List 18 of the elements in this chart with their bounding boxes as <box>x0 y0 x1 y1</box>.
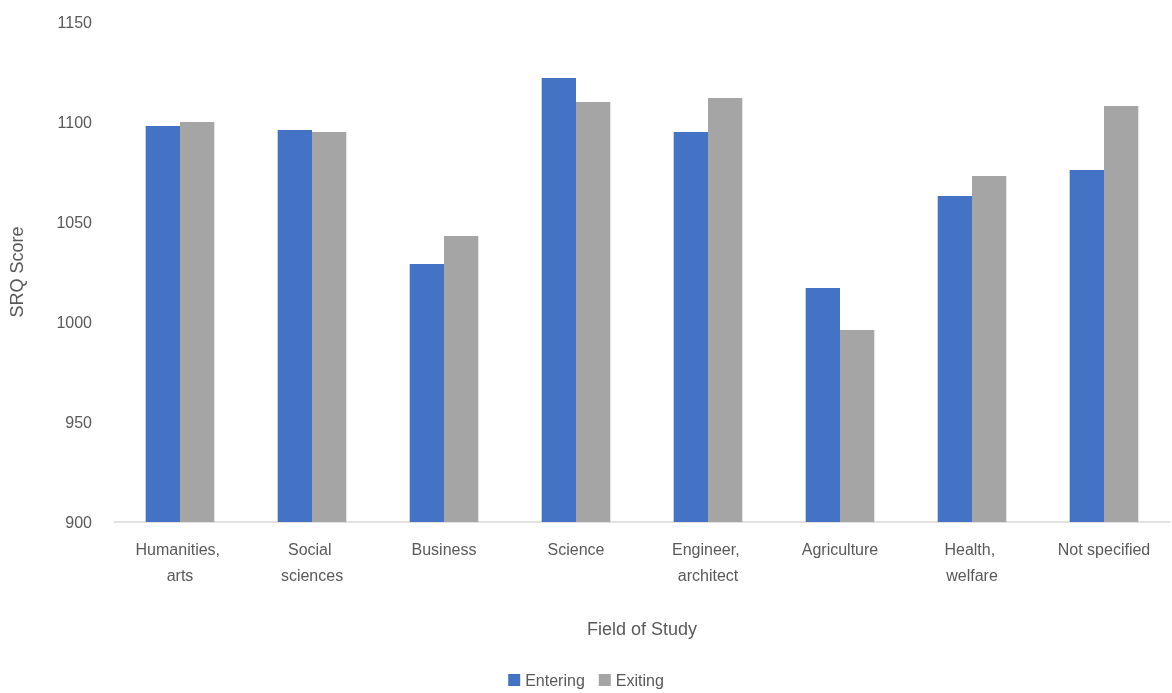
x-tick-label: Humanities, arts <box>135 540 225 584</box>
x-tick-label: Social sciences <box>280 540 344 584</box>
x-axis-title: Field of Study <box>586 619 698 639</box>
x-tick-label: Not specified <box>1057 540 1151 558</box>
y-tick-label: 1150 <box>57 13 93 31</box>
y-tick-label: 900 <box>65 513 93 531</box>
legend-label: Exiting <box>615 671 664 689</box>
x-tick-label: Health, welfare <box>944 540 1000 584</box>
y-tick-label: 950 <box>65 413 93 431</box>
x-tick-label: Agriculture <box>801 540 879 558</box>
y-axis-title: SRQ Score <box>7 226 27 318</box>
x-tick-label: Engineer, architect <box>671 540 745 584</box>
y-tick-label: 1100 <box>57 113 93 131</box>
x-tick-label: Science <box>547 540 605 558</box>
y-tick-label: 1050 <box>56 213 93 231</box>
legend-label: Entering <box>525 671 585 689</box>
y-tick-label: 1000 <box>56 313 93 331</box>
x-tick-label: Business <box>411 540 477 558</box>
